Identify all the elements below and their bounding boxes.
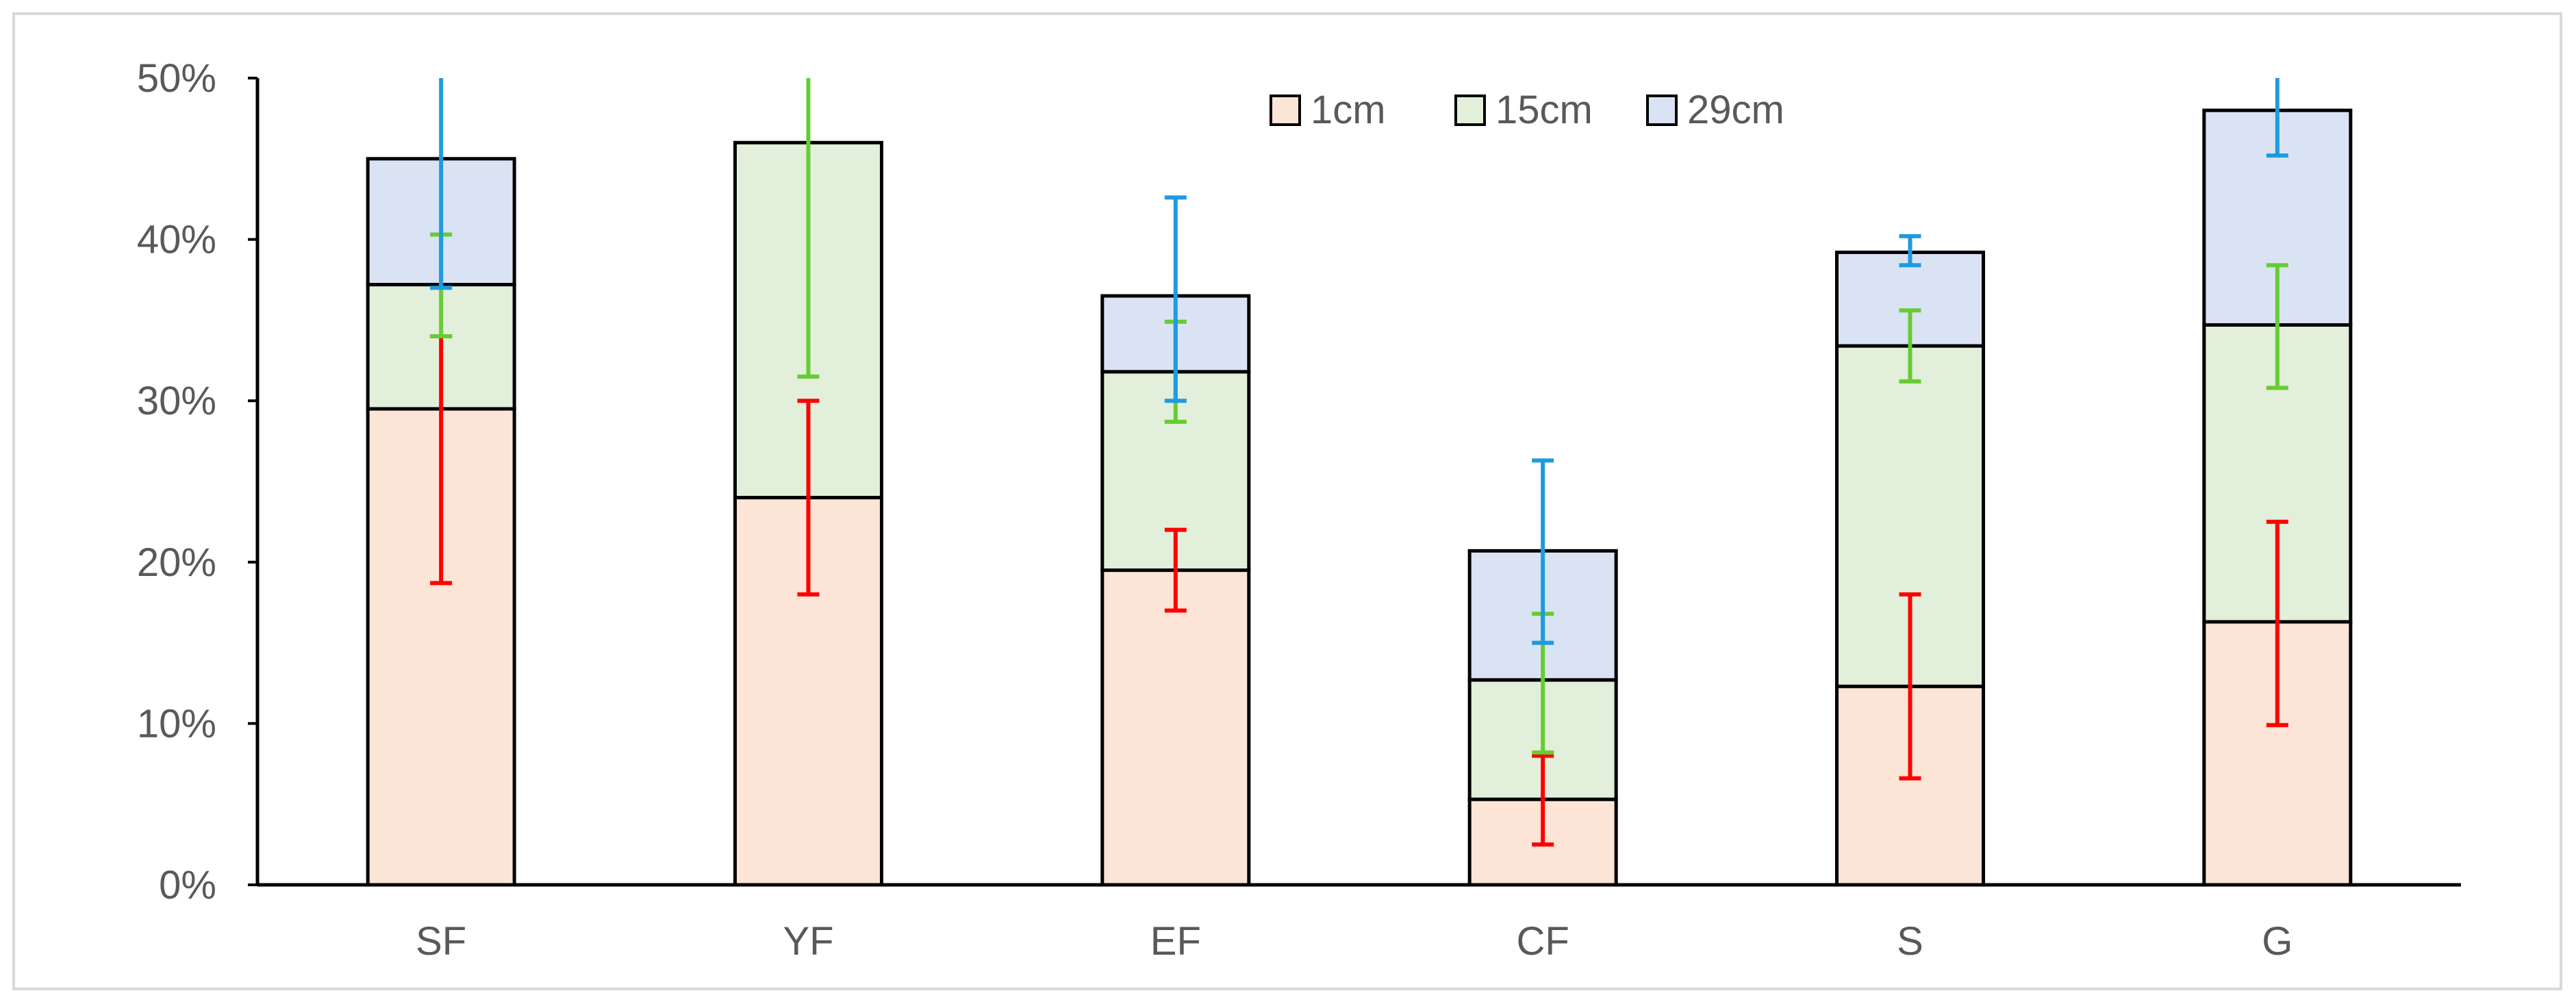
bars-layer: [366, 108, 2353, 887]
legend-swatch: [1646, 95, 1678, 126]
y-tick-label: 10%: [137, 701, 216, 746]
x-tick-label: G: [2262, 919, 2293, 964]
legend-label: 1cm: [1311, 88, 1386, 132]
y-tick-label: 40%: [137, 218, 216, 262]
x-tick-label: SF: [416, 919, 466, 964]
chart-frame: 0% 10% 20% 30% 40% 50% SF YF EF CF S G 1cm 15cm 29cm: [12, 12, 2562, 990]
axes-layer: [248, 77, 2461, 887]
error-bars-layer: [430, 78, 2288, 847]
x-tick-label: CF: [1517, 919, 1569, 964]
bar-segment: [1100, 568, 1251, 887]
x-tick-label: EF: [1150, 919, 1201, 964]
tick-labels-layer: 0% 10% 20% 30% 40% 50% SF YF EF CF S G: [137, 56, 2293, 964]
y-tick-label: 30%: [137, 379, 216, 423]
bar-segment: [733, 496, 883, 887]
y-tick-label: 20%: [137, 540, 216, 585]
legend: 1cm 15cm 29cm: [1270, 88, 1784, 132]
stacked-bar-chart: 0% 10% 20% 30% 40% 50% SF YF EF CF S G 1cm 15cm 29cm: [137, 56, 2461, 964]
legend-label: 15cm: [1495, 88, 1593, 132]
y-tick-label: 0%: [159, 863, 216, 907]
legend-swatch: [1270, 95, 1301, 126]
x-tick-label: S: [1897, 919, 1923, 964]
legend-label: 29cm: [1687, 88, 1784, 132]
y-tick-label: 50%: [137, 56, 216, 101]
legend-swatch: [1454, 95, 1486, 126]
x-tick-label: YF: [783, 919, 833, 964]
